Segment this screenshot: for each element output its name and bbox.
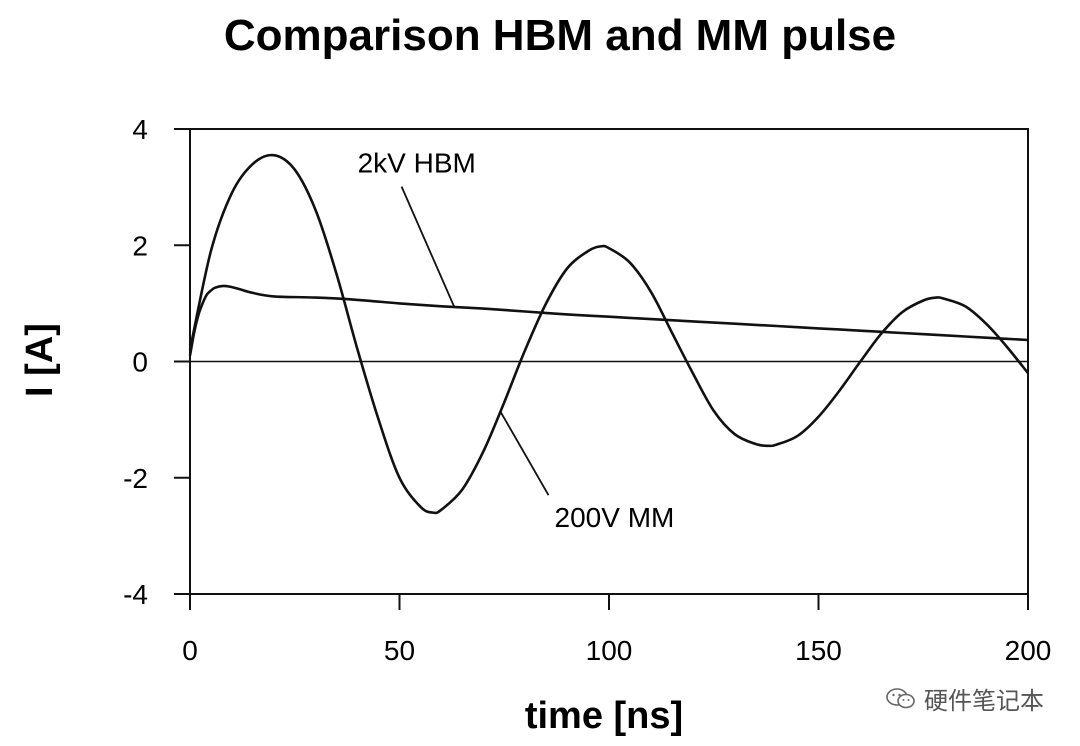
series-line-mm <box>188 153 1030 515</box>
annotations-group: 2kV HBM 200V MM <box>358 148 675 534</box>
x-tick-label: 200 <box>1005 635 1052 666</box>
y-tick-label: 2 <box>132 230 148 261</box>
y-axis-title: I [A] <box>19 323 61 397</box>
annotation-leader <box>400 186 455 307</box>
x-axis-title: time [ns] <box>525 695 683 737</box>
wechat-icon <box>886 687 915 708</box>
watermark: 硬件笔记本 <box>886 681 1044 716</box>
series-group <box>188 153 1030 515</box>
x-tick-label: 150 <box>795 635 842 666</box>
chart-title: Comparison HBM and MM pulse <box>224 11 896 60</box>
watermark-text: 硬件笔记本 <box>924 687 1044 715</box>
x-tick-label: 0 <box>182 635 198 666</box>
y-tick-label: -2 <box>123 463 148 494</box>
y-tick-label: 4 <box>132 114 148 145</box>
y-tick-label: -4 <box>123 579 148 610</box>
x-tick-label: 50 <box>384 635 415 666</box>
ticks-group: 4 2 0 -2 -4 0 50 100 150 200 <box>123 114 1051 666</box>
annotation-label: 2kV HBM <box>358 148 476 179</box>
y-tick-label: 0 <box>132 347 148 378</box>
x-tick-label: 100 <box>586 635 633 666</box>
series-line-hbm <box>188 284 1029 356</box>
annotation-leader <box>499 410 550 496</box>
annotation-label: 200V MM <box>555 502 675 533</box>
